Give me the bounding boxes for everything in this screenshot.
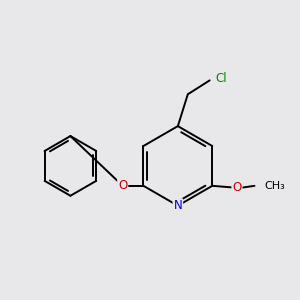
Text: N: N: [173, 199, 182, 212]
Text: CH₃: CH₃: [265, 181, 286, 191]
Text: O: O: [232, 181, 242, 194]
Text: O: O: [118, 179, 127, 192]
Text: Cl: Cl: [216, 72, 227, 85]
